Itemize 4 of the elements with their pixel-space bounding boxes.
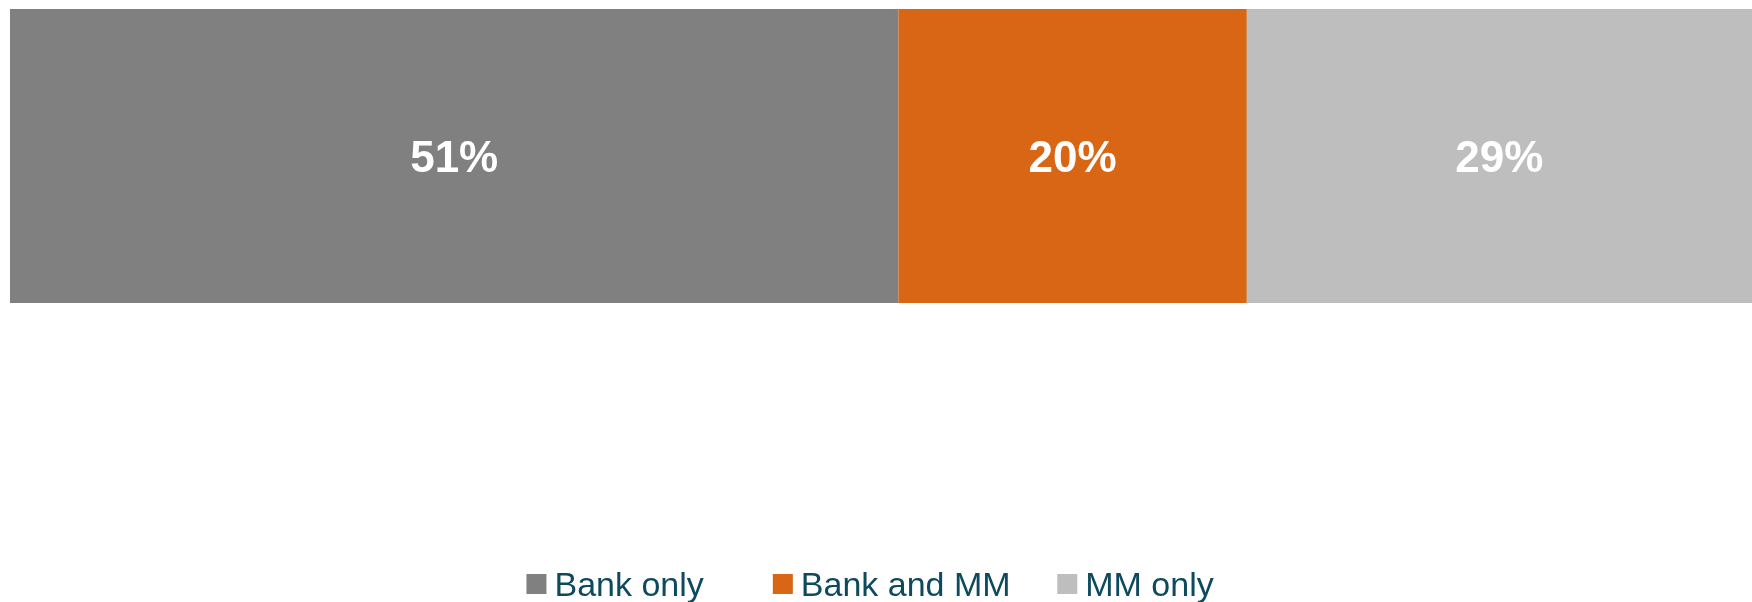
data-label: 29%	[1455, 131, 1544, 181]
data-label: 51%	[410, 131, 499, 181]
legend-label: Bank and MM	[800, 565, 1011, 602]
data-label: 20%	[1028, 131, 1117, 181]
